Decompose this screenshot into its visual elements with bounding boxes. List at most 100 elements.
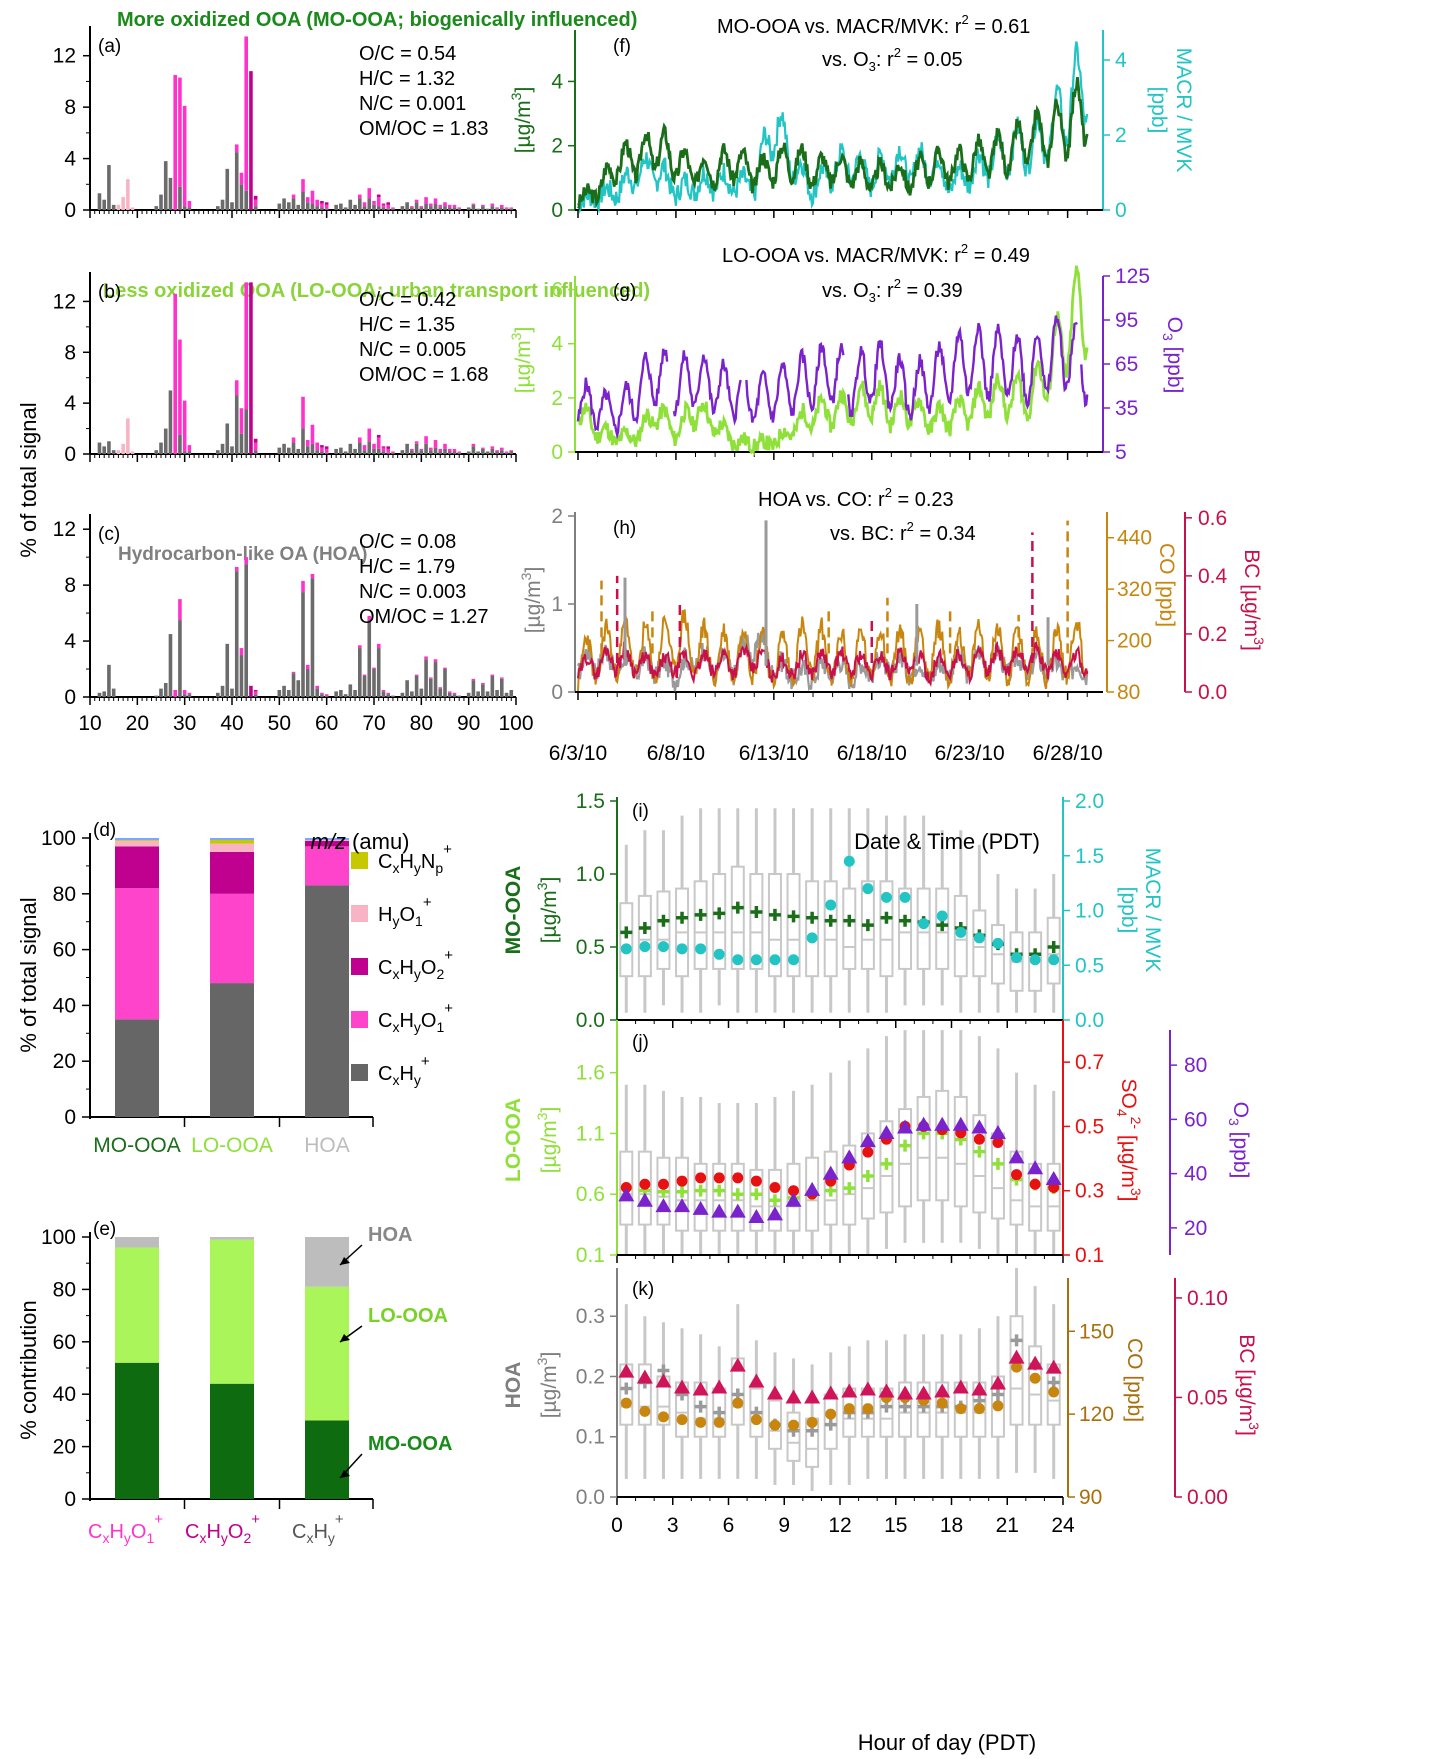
y-tick-label-so4: 0.7 [1075,1051,1104,1074]
bar [348,443,353,454]
panel-b: 0 4 8 12 (b) O/C = 0.42 H/C = 1.35 N/C = 0.005 O… [53,272,517,466]
bar [362,445,367,451]
bar [447,207,452,210]
bar [159,688,163,697]
tspan: 3 [534,882,550,890]
bar [433,203,438,210]
bar [362,202,367,207]
mean-marker-circle [880,891,892,903]
mean-marker-circle [750,1175,762,1187]
bar [433,659,438,663]
y-tick-label: 0 [64,443,76,466]
y-tick-label: 0.0 [576,1486,605,1509]
bar [324,208,329,210]
bar [315,199,319,207]
bar [225,168,230,210]
bar [178,434,182,454]
box [637,894,652,978]
mean-marker-triangle [934,1383,951,1398]
mean-marker-circle [769,954,781,966]
tspan: C [292,1521,306,1543]
bar [282,443,286,454]
bar [154,450,159,454]
y-tick-label: 0 [551,441,563,464]
bar [429,678,433,697]
ratio-text: O/C = 0.42 [359,289,456,311]
tspan: [ppb] [1229,1126,1252,1179]
x-tick-label: 21 [996,1514,1019,1537]
stacked-bar-segment [305,1286,349,1421]
tspan: + [335,1511,344,1528]
bar [178,186,182,210]
y-tick-label-co: 120 [1079,1403,1114,1426]
tspan: [µg/m [538,1365,561,1418]
bar [305,446,310,454]
bar [225,423,230,454]
tspan: y [392,913,399,929]
bar [234,152,239,210]
bar [433,662,438,697]
tspan: x [199,1530,206,1546]
bar [320,207,324,210]
bar [159,194,163,210]
x-tick-label: 30 [173,712,196,735]
bar [438,688,443,697]
box [935,1089,950,1202]
tspan: H [313,1521,327,1543]
tspan: x [392,1019,399,1035]
x-tick-label: 60 [315,712,338,735]
bar [447,691,452,693]
bar [116,204,121,210]
mean-marker-triangle [859,1381,876,1396]
correlation-note: vs. BC: r2 = 0.34 [830,519,976,545]
y-tick-label-so4: 0.1 [1075,1244,1104,1267]
bar [305,664,310,670]
bar [111,688,116,697]
mean-marker-triangle [748,1373,765,1388]
bar [481,684,485,697]
tspan: x [392,860,399,876]
bar [362,450,367,454]
y-tick-label-bc: 0.0 [1198,681,1227,704]
mean-marker-circle [973,1133,985,1145]
mean-marker-triangle [692,1200,709,1215]
y-tick-label-right: 0.0 [1075,1009,1104,1032]
stacked-bar-segment [115,846,159,889]
bar [376,434,381,438]
mean-marker-circle [732,954,744,966]
bar [130,451,135,454]
bar [315,442,319,451]
bar [362,674,367,677]
x-tick-label: 15 [884,1514,907,1537]
panel-label: (i) [632,801,649,822]
bar [452,207,457,210]
bar [476,691,480,697]
tspan: x [102,1530,109,1546]
bar [296,680,301,697]
mean-marker-circle [1011,952,1023,964]
bar [244,557,248,565]
bar [121,443,125,454]
bar [126,418,130,454]
bar [452,694,457,697]
ratio-text: N/C = 0.003 [359,581,466,603]
mean-marker-circle [843,1403,855,1415]
correlation-note: MO-OOA vs. MACR/MVK: r2 = 0.61 [717,12,1030,38]
bar [178,620,182,697]
y-tick-label: 1.0 [576,863,605,886]
bar [466,207,471,210]
bar [282,685,286,697]
bar [244,190,248,210]
bar [367,441,372,454]
bar [509,690,514,697]
x-tick-label: 70 [362,712,385,735]
bar [310,190,315,204]
bar [187,207,192,210]
bar [111,204,116,210]
bar [343,451,348,454]
y-axis-label-left: [µg/m3] [518,567,545,634]
bar [500,677,504,679]
y-tick-label: 0 [64,686,76,709]
bar [216,692,220,697]
mean-marker-circle [1029,1178,1041,1190]
